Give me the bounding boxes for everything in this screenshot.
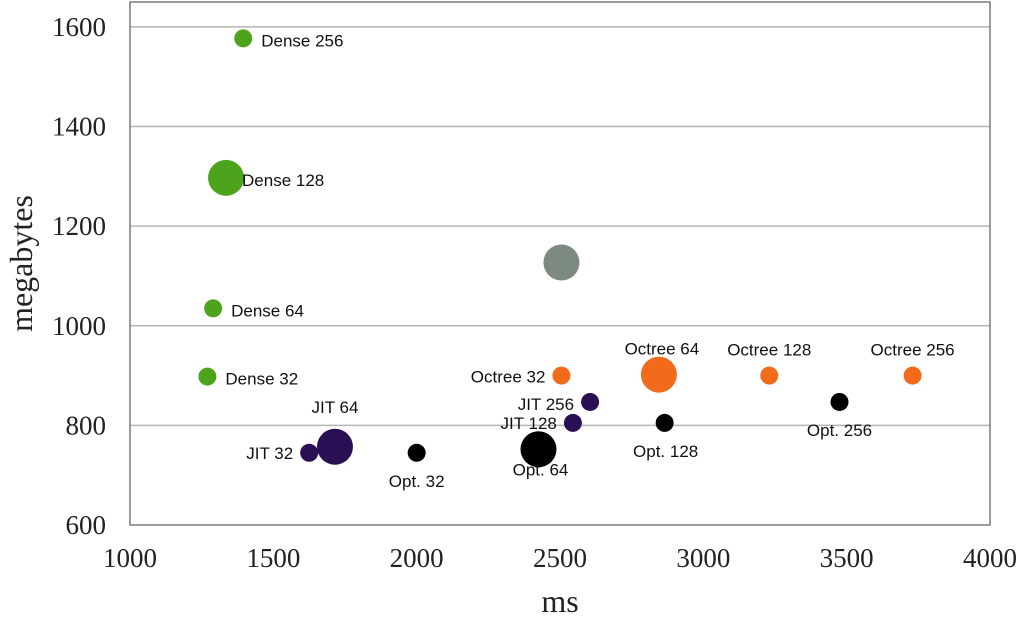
x-axis-title: ms [541, 583, 578, 617]
x-tick-label: 1500 [246, 543, 300, 573]
scatter-point [903, 366, 922, 385]
scatter-point [830, 392, 849, 411]
scatter-point [300, 443, 319, 462]
scatter-point [204, 299, 223, 318]
point-label: Dense 128 [242, 171, 324, 190]
point-label: Octree 32 [471, 368, 546, 387]
point-label: Dense 256 [261, 31, 343, 50]
scatter-point [520, 431, 557, 468]
y-tick-label: 1600 [52, 12, 106, 42]
y-tick-label: 800 [66, 410, 107, 440]
gridlines [130, 26, 990, 427]
x-tick-label: 3000 [676, 543, 730, 573]
scatter-point [234, 29, 253, 48]
y-tick-label: 600 [66, 510, 107, 540]
y-tick-label: 1000 [52, 311, 106, 341]
point-label: Octree 128 [727, 341, 811, 360]
point-label: Octree 256 [871, 341, 955, 360]
point-label: JIT 32 [246, 444, 293, 463]
point-label: JIT 64 [311, 398, 358, 417]
point-label: Octree 64 [625, 340, 700, 359]
point-label: JIT 256 [518, 395, 574, 414]
y-tick-labels: 600 800 1000 1200 1400 1600 [52, 12, 106, 540]
scatter-point [198, 367, 217, 386]
scatter-point [655, 413, 674, 432]
point-label: Dense 32 [225, 370, 298, 389]
x-tick-label: 3500 [820, 543, 874, 573]
point-label: Dense 64 [231, 301, 304, 320]
x-tick-label: 2000 [390, 543, 444, 573]
x-tick-labels: 1000 1500 2000 2500 3000 3500 4000 [103, 543, 1017, 573]
y-tick-label: 1200 [52, 211, 106, 241]
scatter-point [563, 413, 582, 432]
plot-area [129, 1, 991, 526]
point-label: Opt. 32 [389, 472, 445, 491]
scatter-point [316, 428, 353, 465]
point-label: Opt. 256 [807, 421, 872, 440]
scatter-point [407, 443, 426, 462]
data-points [198, 29, 922, 468]
scatter-point [760, 366, 779, 385]
point-label: Opt. 128 [633, 442, 698, 461]
point-labels: Dense 32 Dense 64 Dense 128 Dense 256 JIT 32… [225, 31, 954, 490]
point-label: Opt. 64 [513, 460, 569, 479]
x-tick-label: 1000 [103, 543, 157, 573]
scatter-point [208, 159, 245, 196]
point-label: JIT 128 [501, 414, 557, 433]
scatter-point [543, 244, 580, 281]
y-axis-title: megabytes [3, 195, 39, 332]
scatter-point [640, 356, 677, 393]
scatter-point [581, 392, 600, 411]
y-tick-label: 1400 [52, 112, 106, 142]
x-tick-label: 4000 [963, 543, 1017, 573]
x-tick-label: 2500 [533, 543, 587, 573]
scatter-point [552, 366, 571, 385]
